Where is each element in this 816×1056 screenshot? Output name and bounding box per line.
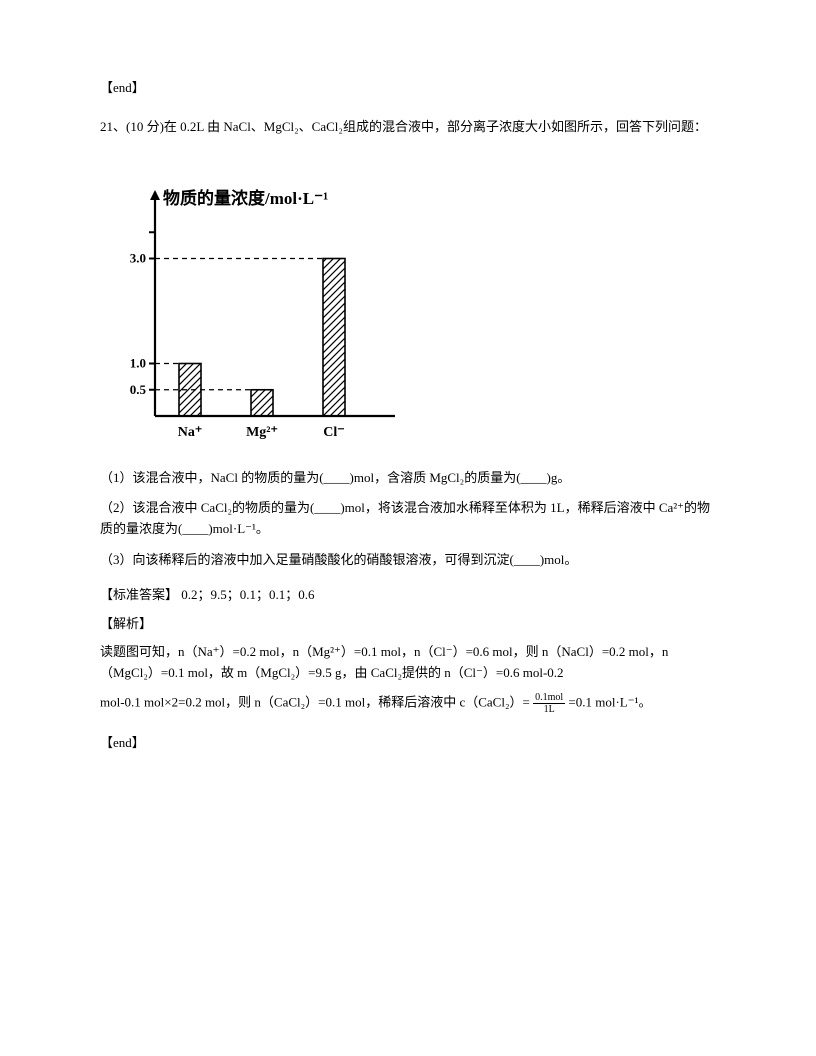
end-marker-bottom: 【end】	[100, 733, 716, 754]
question-3: （3）向该稀释后的溶液中加入足量硝酸酸化的硝酸银溶液，可得到沉淀(____)mo…	[100, 550, 716, 571]
problem-intro: 21、(10 分)在 0.2L 由 NaCl、MgCl₂、CaCl₂组成的混合液…	[100, 117, 716, 138]
fraction-numerator: 0.1mol	[533, 692, 565, 704]
svg-text:物质的量浓度/mol·L⁻¹: 物质的量浓度/mol·L⁻¹	[163, 188, 328, 208]
fraction: 0.1mol 1L	[533, 692, 565, 715]
svg-text:0.5: 0.5	[130, 381, 147, 396]
concentration-chart: 0.5 1.0 3.0 物质的量浓度/mol·L⁻¹ Na⁺ Mg²⁺ Cl⁻	[100, 156, 716, 446]
analysis-text-c: =0.1 mol·L⁻¹。	[568, 694, 651, 709]
answer-text: 0.2；9.5；0.1；0.1；0.6	[178, 587, 315, 602]
svg-text:Mg²⁺: Mg²⁺	[246, 425, 278, 440]
svg-text:3.0: 3.0	[130, 250, 146, 265]
svg-text:1.0: 1.0	[130, 355, 146, 370]
answer-label: 【标准答案】	[100, 587, 178, 602]
fraction-denominator: 1L	[542, 704, 557, 715]
question-2: （2）该混合液中 CaCl₂的物质的量为(____)mol，将该混合液加水稀释至…	[100, 498, 716, 540]
svg-text:Na⁺: Na⁺	[178, 425, 203, 440]
question-1: （1）该混合液中，NaCl 的物质的量为(____)mol，含溶质 MgCl₂的…	[100, 468, 716, 489]
analysis-paragraph: 读题图可知，n（Na⁺）=0.2 mol，n（Mg²⁺）=0.1 mol，n（C…	[100, 642, 716, 684]
standard-answer: 【标准答案】 0.2；9.5；0.1；0.1；0.6	[100, 585, 716, 606]
svg-text:Cl⁻: Cl⁻	[323, 425, 344, 440]
analysis-text-a: 读题图可知，n（Na⁺）=0.2 mol，n（Mg²⁺）=0.1 mol，n（C…	[100, 644, 668, 680]
analysis-text-b: mol-0.1 mol×2=0.2 mol，则 n（CaCl₂）=0.1 mol…	[100, 694, 533, 709]
end-marker-top: 【end】	[100, 78, 716, 99]
analysis-label: 【解析】	[100, 614, 716, 635]
analysis-paragraph-2: mol-0.1 mol×2=0.2 mol，则 n（CaCl₂）=0.1 mol…	[100, 692, 716, 715]
